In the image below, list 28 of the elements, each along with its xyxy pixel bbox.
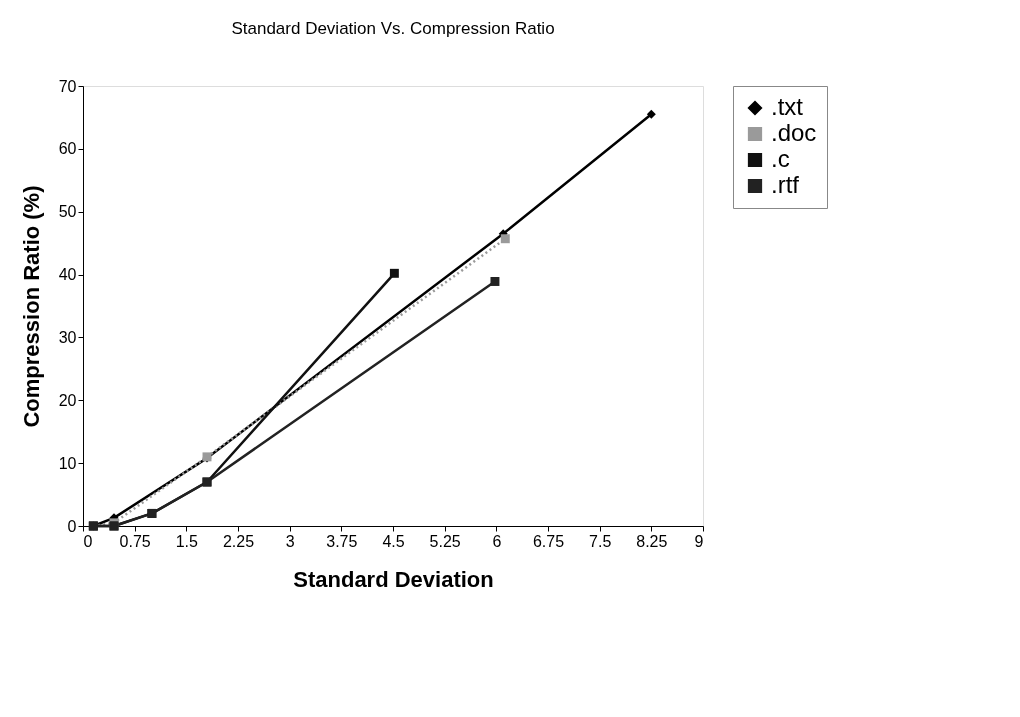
y-tick-label: 60 [58,140,77,158]
legend-label: .rtf [771,171,800,198]
y-tick-label: 70 [58,77,77,95]
x-tick-label: 3.75 [326,532,358,550]
x-tick-label: 1.5 [175,532,199,550]
legend-label: .c [771,145,790,172]
y-tick-label: 10 [58,454,77,472]
x-tick-label: 8.25 [636,532,668,550]
x-tick-label: 2.25 [222,532,255,550]
x-tick-label: 6.75 [532,532,565,550]
x-axis-title: Standard Deviation [293,566,494,592]
legend-label: .doc [771,119,817,146]
chart-title: Standard Deviation Vs. Compression Ratio [231,19,555,38]
x-tick-label: 3 [285,532,295,550]
y-axis-title: Compression Ratio (%) [18,185,44,428]
y-tick-label: 30 [58,328,77,346]
x-tick-label: 0 [83,532,93,550]
y-tick-label: 0 [67,517,77,535]
y-tick-label: 20 [58,391,77,409]
y-tick-label: 50 [58,203,77,221]
x-tick-label: 6 [492,532,502,550]
x-tick-label: 9 [694,532,704,550]
x-tick-label: 5.25 [429,532,461,550]
x-tick-label: 4.5 [382,532,405,550]
y-tick-label: 40 [58,266,77,284]
x-tick-label: 0.75 [119,532,151,550]
legend-label: .txt [771,93,804,120]
x-tick-label: 7.5 [589,532,612,550]
